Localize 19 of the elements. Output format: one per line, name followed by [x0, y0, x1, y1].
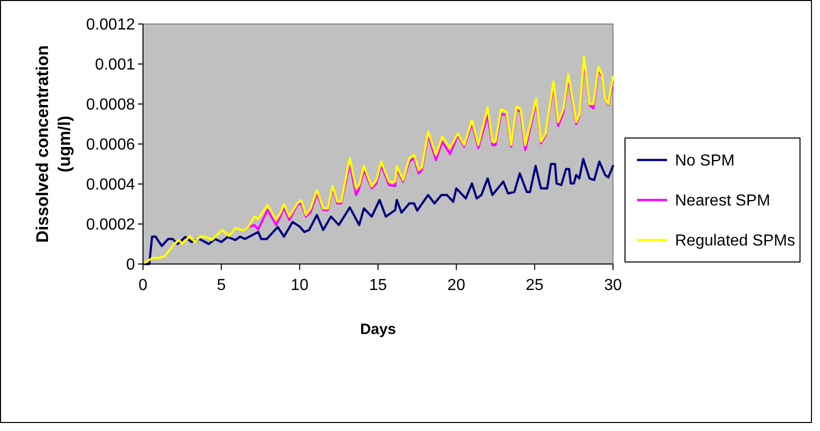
legend-label: Regulated SPMs — [675, 232, 796, 250]
y-tick-label: 0 — [126, 256, 136, 274]
x-tick-label: 10 — [290, 277, 309, 294]
x-axis-title: Days — [360, 321, 396, 338]
x-tick-label: 30 — [604, 277, 622, 294]
legend-label: No SPM — [675, 152, 735, 170]
y-tick-label: 0.0006 — [86, 136, 136, 154]
legend-label: Nearest SPM — [675, 192, 770, 210]
x-tick-label: 20 — [447, 277, 466, 294]
x-tick-label: 5 — [216, 277, 226, 294]
y-tick-label: 0.0008 — [86, 96, 136, 114]
y-tick-label: 0.0004 — [86, 176, 136, 194]
x-tick-label: 25 — [526, 277, 544, 294]
x-tick-label: 0 — [138, 277, 148, 294]
y-tick-label: 0.0002 — [86, 216, 136, 234]
y-tick-label: 0.001 — [94, 56, 136, 74]
y-axis-title: Dissolved concentration (ugm/l) — [33, 45, 74, 243]
y-tick-label: 0.0012 — [86, 16, 136, 34]
x-tick-label: 15 — [369, 277, 387, 294]
